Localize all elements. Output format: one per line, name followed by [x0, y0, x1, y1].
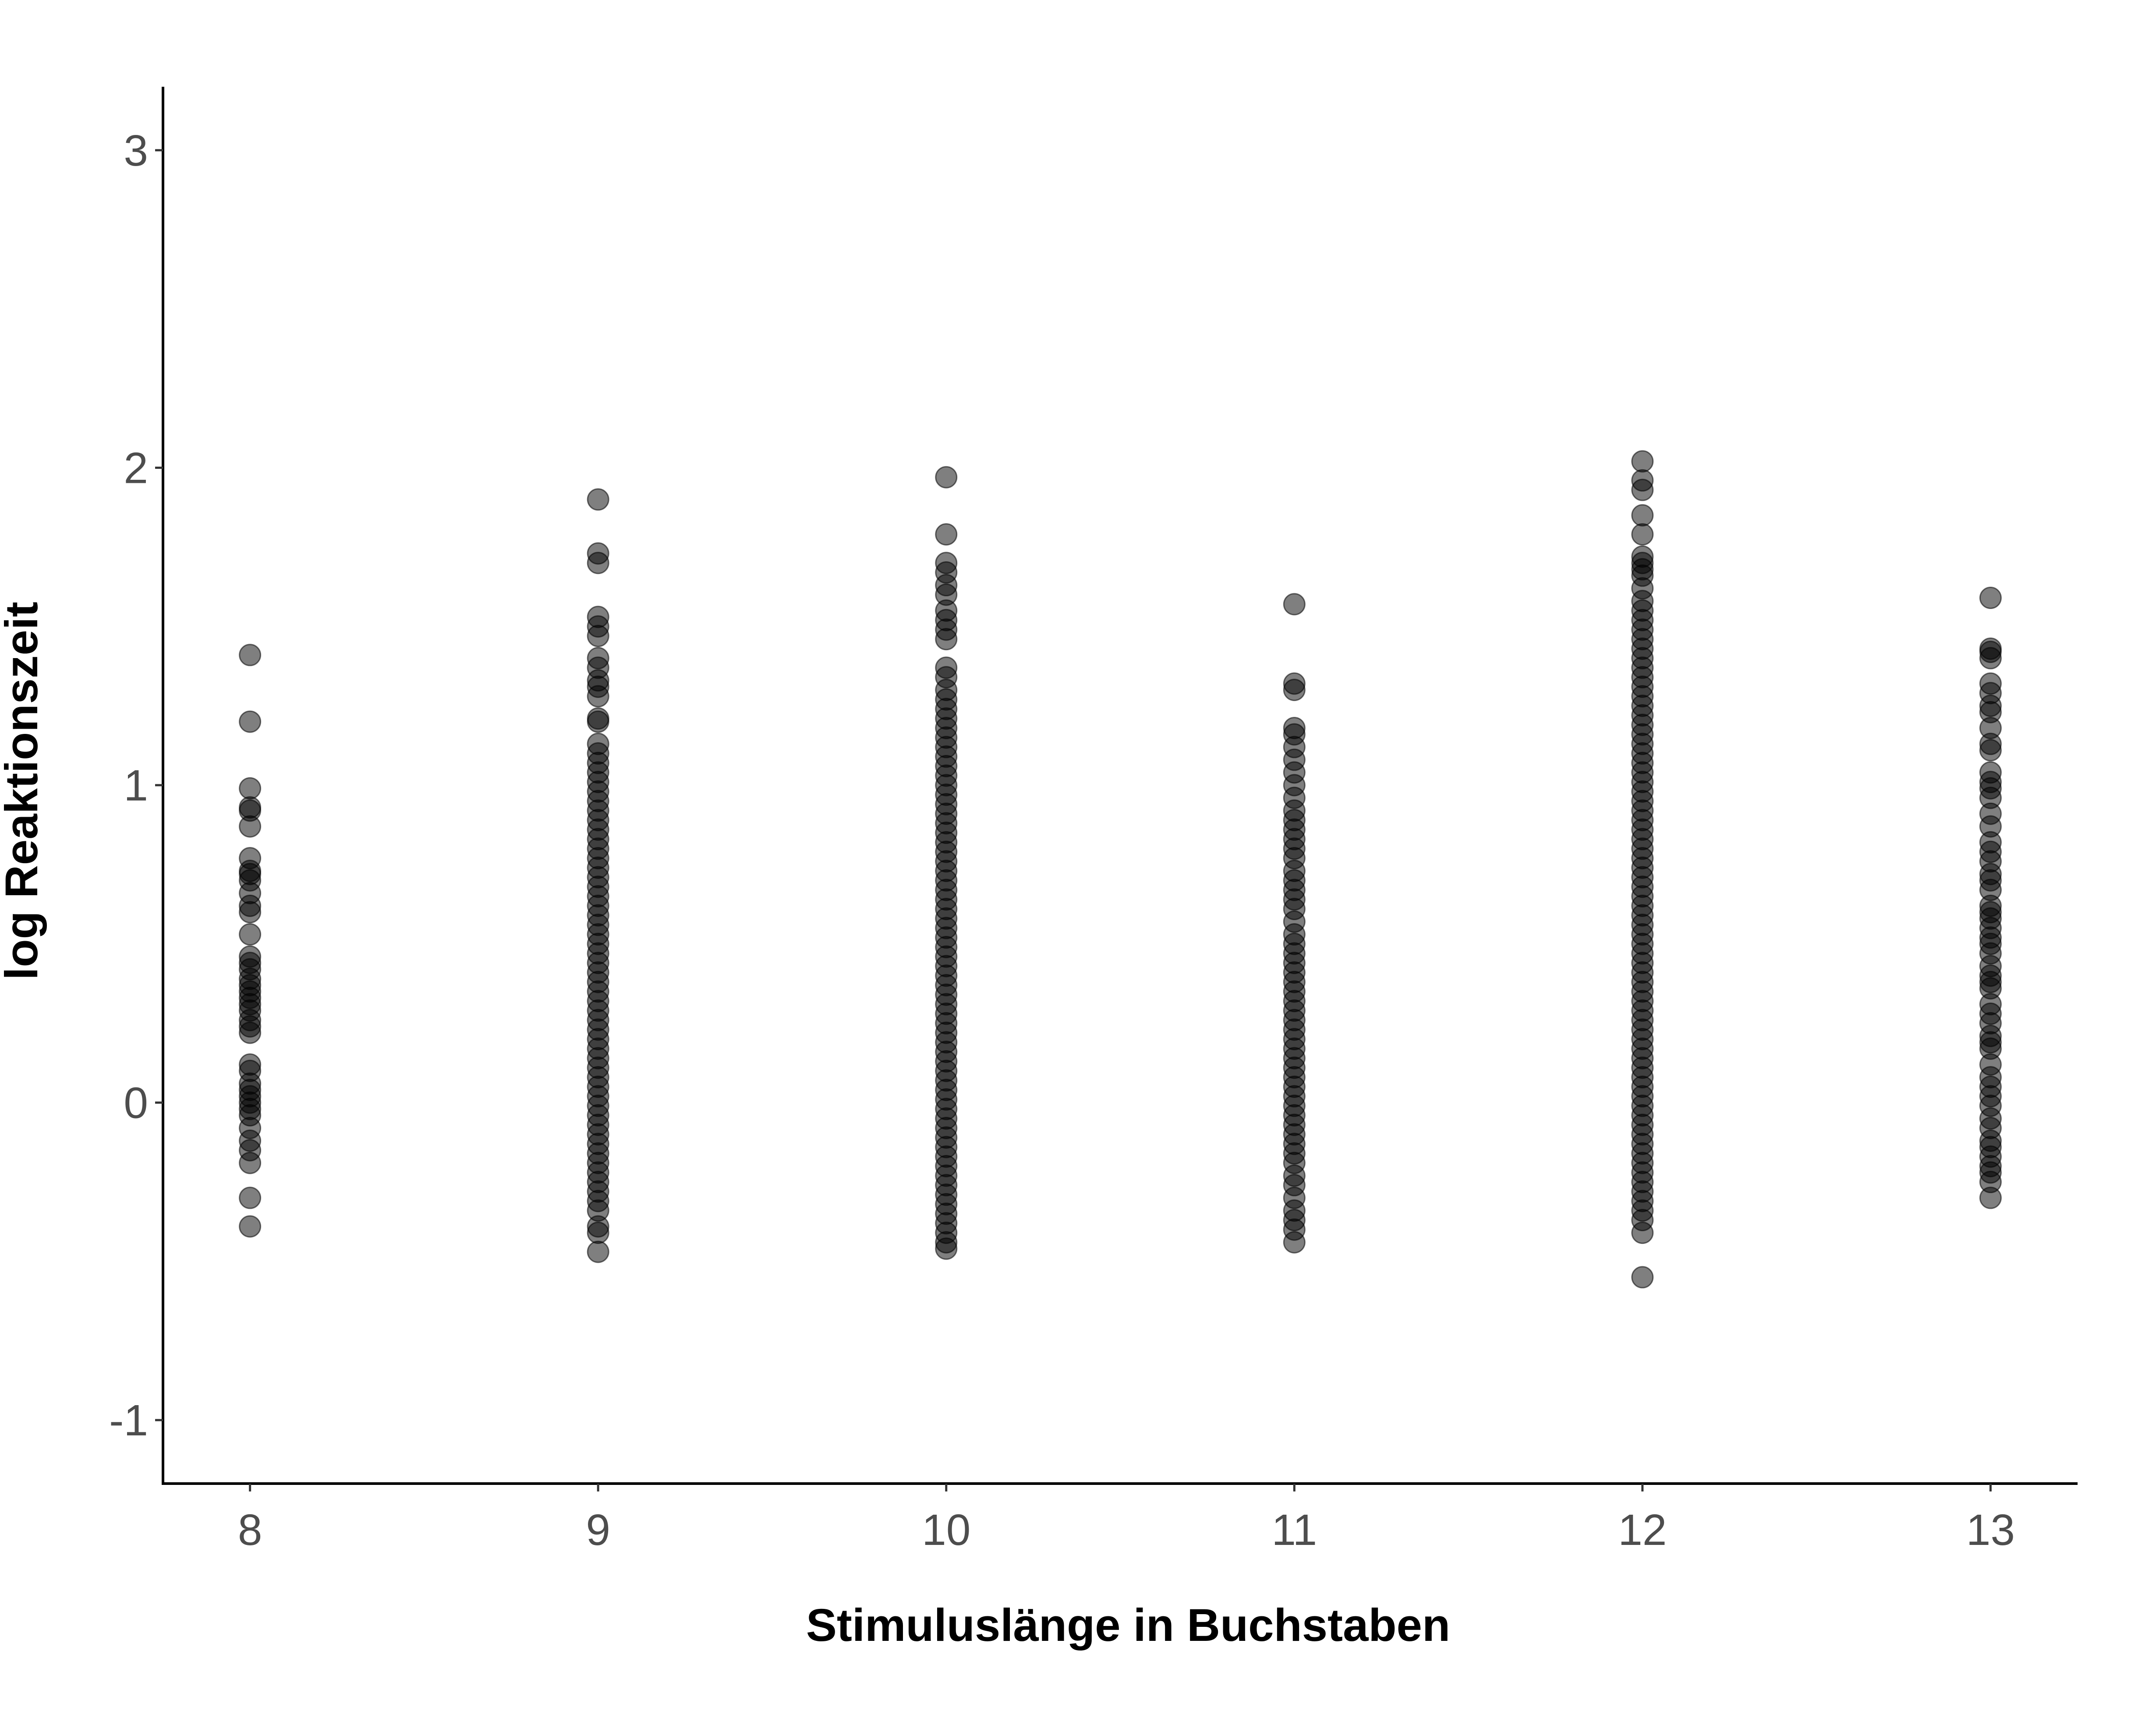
x-tick-label: 12 — [1618, 1505, 1667, 1555]
y-tick-label: -1 — [109, 1396, 148, 1445]
points-layer — [239, 450, 2002, 1289]
data-point — [935, 523, 958, 546]
y-axis-title: log Reaktionszeit — [0, 602, 47, 980]
y-axis: -1 0 1 2 3 — [109, 87, 164, 1484]
data-point — [587, 685, 609, 708]
data-point — [587, 624, 609, 647]
data-point — [1631, 1222, 1654, 1244]
data-point — [587, 488, 609, 511]
data-point — [935, 466, 958, 489]
data-point — [1631, 450, 1654, 473]
data-point — [239, 1215, 262, 1238]
data-point — [239, 777, 262, 800]
data-point — [239, 1151, 262, 1174]
data-point — [1631, 523, 1654, 546]
x-axis-title: Stimuluslänge in Buchstaben — [806, 1600, 1450, 1651]
data-point — [1631, 504, 1654, 527]
x-tick-label: 10 — [922, 1505, 970, 1555]
data-point — [935, 1237, 958, 1260]
data-point — [239, 644, 262, 666]
data-point — [239, 1021, 262, 1044]
data-point — [1631, 1266, 1654, 1289]
data-point — [1979, 587, 2002, 609]
y-tick-label: 0 — [124, 1079, 148, 1128]
data-point — [1283, 593, 1306, 616]
data-point — [1979, 739, 2002, 762]
x-tick-label: 9 — [586, 1505, 610, 1555]
data-point — [239, 901, 262, 924]
data-point — [239, 923, 262, 946]
data-point — [239, 1187, 262, 1209]
x-tick-label: 11 — [1271, 1505, 1317, 1555]
x-tick-label: 8 — [238, 1505, 262, 1555]
data-point — [1283, 679, 1306, 701]
data-point — [587, 1222, 609, 1244]
data-point — [587, 552, 609, 574]
x-tick-label: 13 — [1966, 1505, 2015, 1555]
y-tick-label: 1 — [124, 761, 148, 810]
data-point — [1631, 478, 1654, 501]
y-tick-label: 3 — [124, 126, 148, 175]
data-point — [1979, 1187, 2002, 1209]
y-tick-label: 2 — [124, 443, 148, 492]
data-point — [239, 815, 262, 838]
data-point — [587, 1240, 609, 1263]
x-axis: 8 9 10 11 12 13 — [162, 1482, 2078, 1555]
data-point — [1283, 1231, 1306, 1254]
data-point — [239, 710, 262, 733]
data-point — [587, 710, 609, 733]
data-point — [935, 628, 958, 651]
data-point — [1979, 647, 2002, 669]
